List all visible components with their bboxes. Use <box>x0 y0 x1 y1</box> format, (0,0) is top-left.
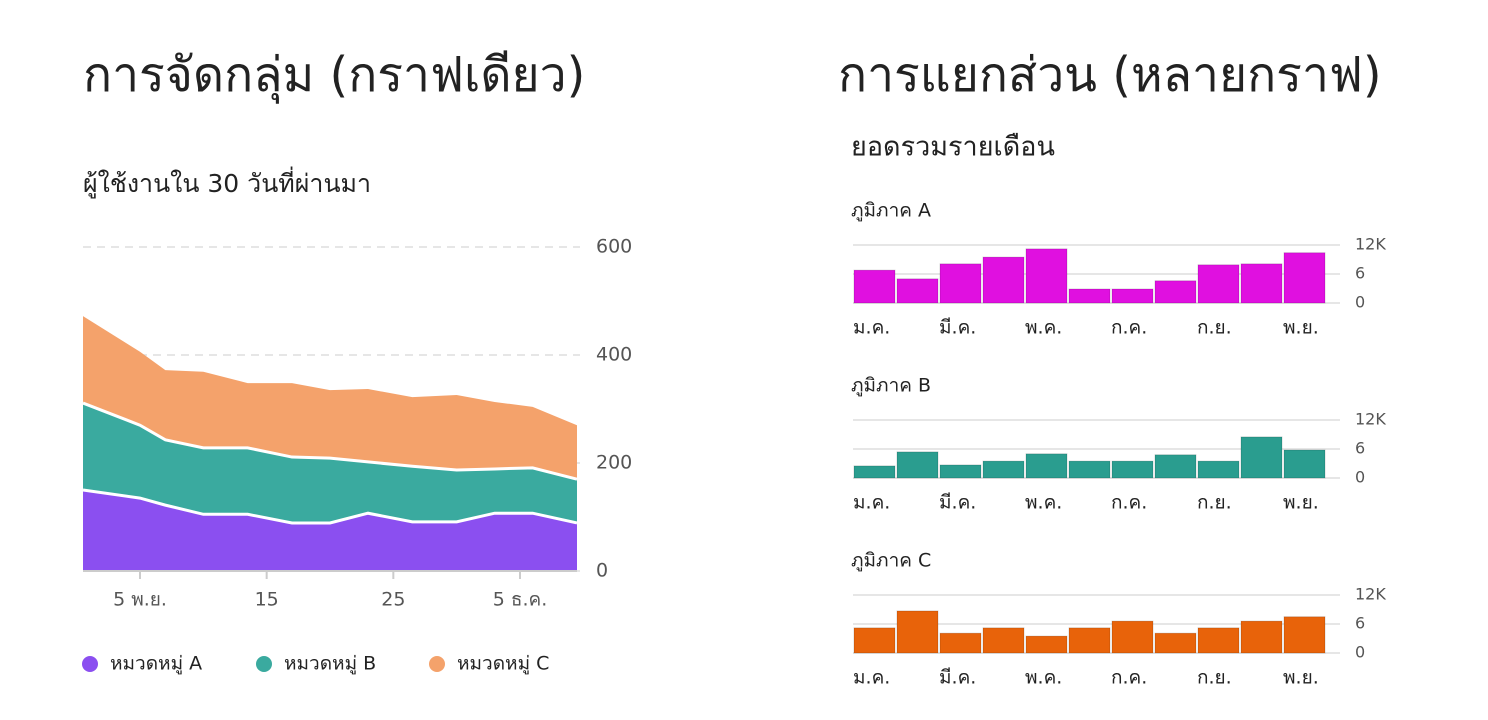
bar <box>939 632 982 654</box>
x-tick-label: พ.ย. <box>1283 317 1319 339</box>
y-tick-label: 12K <box>1355 410 1386 429</box>
bar <box>1283 252 1326 304</box>
x-tick-label: ม.ค. <box>853 667 890 689</box>
area <box>83 490 577 571</box>
bar <box>1240 620 1283 654</box>
legend-swatch <box>82 656 98 672</box>
chart-title: ภูมิภาค A <box>851 200 931 222</box>
y-tick-label: 6 <box>1355 439 1365 458</box>
bar <box>982 256 1025 304</box>
bar <box>853 627 896 654</box>
y-tick-label: 0 <box>1355 468 1365 487</box>
x-tick-label: มี.ค. <box>939 667 976 689</box>
y-tick-label: 6 <box>1355 264 1365 283</box>
x-tick-label: ก.ค. <box>1111 492 1147 514</box>
x-tick-label: ก.ย. <box>1197 492 1232 514</box>
bar <box>1025 453 1068 479</box>
bar <box>1197 264 1240 304</box>
bar <box>853 465 896 479</box>
x-tick-label: พ.ย. <box>1283 667 1319 689</box>
bar <box>1154 280 1197 304</box>
bar <box>1111 288 1154 304</box>
bar <box>1197 627 1240 654</box>
x-tick-label: พ.ย. <box>1283 492 1319 514</box>
bar <box>1025 248 1068 304</box>
x-tick-label: มี.ค. <box>939 317 976 339</box>
y-tick-label: 200 <box>596 452 632 474</box>
area <box>83 403 577 523</box>
bar <box>1283 616 1326 654</box>
legend-label: หมวดหมู่ B <box>284 653 376 675</box>
x-tick-label: ก.ค. <box>1111 317 1147 339</box>
area-edge <box>82 401 578 481</box>
x-tick-label: ก.ย. <box>1197 317 1232 339</box>
bar <box>896 278 939 304</box>
y-tick-label: 0 <box>596 560 608 582</box>
bar <box>1154 632 1197 654</box>
x-tick-label: 5 พ.ย. <box>113 589 167 611</box>
x-tick-label: มี.ค. <box>939 492 976 514</box>
x-tick-label: ม.ค. <box>853 317 890 339</box>
bar <box>896 610 939 654</box>
bar <box>1025 635 1068 654</box>
bar <box>939 263 982 304</box>
x-tick-label: ม.ค. <box>853 492 890 514</box>
y-tick-label: 400 <box>596 344 632 366</box>
y-tick-label: 0 <box>1355 643 1365 662</box>
bar <box>1068 627 1111 654</box>
section-heading: การแยกส่วน (หลายกราฟ) <box>838 47 1382 103</box>
x-tick-label: พ.ค. <box>1025 667 1062 689</box>
bar <box>939 464 982 479</box>
bar <box>1068 460 1111 479</box>
legend-swatch <box>256 656 272 672</box>
chart-title: ภูมิภาค B <box>851 375 931 397</box>
x-tick-label: ก.ย. <box>1197 667 1232 689</box>
x-tick-label: พ.ค. <box>1025 317 1062 339</box>
chart-title: ผู้ใช้งานใน 30 วันที่ผ่านมา <box>83 166 371 199</box>
x-tick-label: 15 <box>255 589 279 611</box>
bar <box>1240 263 1283 304</box>
bar <box>982 460 1025 479</box>
legend-label: หมวดหมู่ A <box>110 653 202 675</box>
section-heading: การจัดกลุ่ม (กราฟเดียว) <box>83 47 585 104</box>
chart-title: ภูมิภาค C <box>851 550 931 572</box>
bar <box>1197 460 1240 479</box>
y-tick-label: 12K <box>1355 585 1386 604</box>
x-tick-label: 5 ธ.ค. <box>493 589 548 611</box>
legend-swatch <box>429 656 445 672</box>
bar <box>1068 288 1111 304</box>
x-tick-label: ก.ค. <box>1111 667 1147 689</box>
bar <box>1240 436 1283 479</box>
bar <box>1111 460 1154 479</box>
x-tick-label: พ.ค. <box>1025 492 1062 514</box>
area <box>83 316 577 480</box>
y-tick-label: 6 <box>1355 614 1365 633</box>
bar <box>1111 620 1154 654</box>
y-tick-label: 0 <box>1355 293 1365 312</box>
bar <box>1154 454 1197 479</box>
y-tick-label: 600 <box>596 236 632 258</box>
legend-label: หมวดหมู่ C <box>457 653 549 675</box>
bar <box>982 627 1025 654</box>
area-edge <box>82 488 578 525</box>
x-tick-label: 25 <box>381 589 405 611</box>
bar <box>1283 449 1326 479</box>
section-subtitle: ยอดรวมรายเดือน <box>851 132 1055 163</box>
bar <box>853 269 896 304</box>
y-tick-label: 12K <box>1355 235 1386 254</box>
bar <box>896 451 939 479</box>
